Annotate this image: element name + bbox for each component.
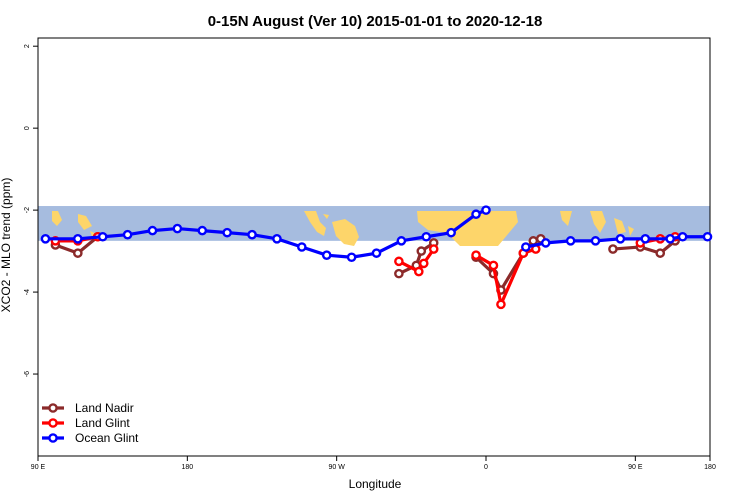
- series-line: [475, 247, 537, 306]
- data-point: [418, 258, 429, 269]
- data-point: [702, 231, 713, 242]
- y-axis-label: XCO2 - MLO trend (ppm): [0, 178, 13, 313]
- land-india: [560, 211, 572, 226]
- data-point: [297, 242, 307, 252]
- data-point: [665, 234, 675, 244]
- legend-swatch-marker: [48, 418, 58, 428]
- data-point: [655, 248, 666, 258]
- land-masses: [52, 211, 634, 246]
- data-point: [446, 227, 456, 238]
- data-point: [540, 238, 551, 248]
- map-band: [38, 206, 710, 246]
- data-point: [197, 225, 208, 236]
- data-point: [222, 227, 232, 238]
- data-point: [396, 236, 407, 246]
- legend-label: Ocean Glint: [75, 431, 139, 445]
- data-point: [321, 250, 332, 260]
- series-line: [612, 239, 677, 255]
- data-point: [590, 236, 601, 246]
- y-tick-label: 2: [24, 44, 31, 48]
- data-point: [247, 229, 257, 240]
- y-tick-label: -4: [24, 289, 31, 295]
- data-point: [371, 248, 382, 258]
- data-point: [394, 256, 404, 267]
- chart-title: 0-15N August (Ver 10) 2015-01-01 to 2020…: [208, 13, 543, 30]
- data-point: [97, 231, 108, 242]
- y-tick-label: -6: [24, 371, 31, 377]
- data-point: [421, 231, 432, 242]
- x-tick-label: 90 W: [328, 464, 345, 471]
- land-south-america: [332, 219, 359, 246]
- data-point: [413, 266, 424, 277]
- data-point: [122, 229, 133, 240]
- data-point: [272, 234, 282, 244]
- legend-item: Land Glint: [42, 416, 130, 430]
- data-point: [73, 234, 83, 244]
- ocean-band: [38, 206, 710, 241]
- x-tick-label: 90 E: [628, 464, 643, 471]
- data-point: [615, 234, 626, 244]
- legend-label: Land Nadir: [75, 401, 134, 415]
- data-point: [488, 260, 499, 271]
- land-indonesia: [78, 214, 97, 239]
- data-point: [471, 250, 481, 260]
- land-indochina: [590, 211, 606, 233]
- x-tick-label: 0: [484, 464, 488, 471]
- data-point: [608, 244, 618, 254]
- legend-swatch-marker: [48, 433, 58, 443]
- data-point: [394, 268, 404, 279]
- data-point: [40, 234, 51, 244]
- data-point: [496, 299, 506, 310]
- land-africa: [417, 211, 518, 246]
- plot-frame: [37, 37, 711, 457]
- data-point: [481, 205, 491, 215]
- land-central-america: [304, 211, 326, 236]
- data-point: [147, 225, 158, 236]
- series-layer: [40, 205, 713, 310]
- land-asia-se: [52, 211, 62, 226]
- y-axis: 2 0 -2 -4 -6: [24, 44, 38, 377]
- y-tick-label: 0: [24, 126, 31, 130]
- data-point: [172, 223, 183, 234]
- x-axis: 90 E 180 90 W 0 90 E 180: [31, 456, 716, 471]
- legend-item: Ocean Glint: [42, 431, 139, 445]
- data-point: [521, 242, 531, 252]
- data-point: [677, 231, 688, 242]
- x-tick-label: 90 E: [31, 464, 46, 471]
- data-point: [416, 246, 427, 256]
- data-point: [640, 234, 651, 244]
- y-tick-label: -2: [24, 207, 31, 213]
- land-caribbean: [323, 214, 329, 219]
- series-ocean-glint: [40, 205, 713, 263]
- legend-label: Land Glint: [75, 416, 130, 430]
- data-point: [428, 244, 439, 254]
- x-tick-label: 180: [181, 464, 193, 471]
- legend-swatch-marker: [48, 403, 58, 413]
- x-tick-label: 180: [704, 464, 716, 471]
- data-point: [346, 252, 357, 263]
- x-axis-label: Longitude: [349, 477, 402, 491]
- series-land-glint: [50, 231, 680, 310]
- data-point: [565, 236, 576, 246]
- data-point: [471, 209, 481, 220]
- series-line: [398, 241, 435, 276]
- land-indonesia-east: [614, 218, 634, 236]
- legend-item: Land Nadir: [42, 401, 134, 415]
- data-point: [73, 248, 83, 258]
